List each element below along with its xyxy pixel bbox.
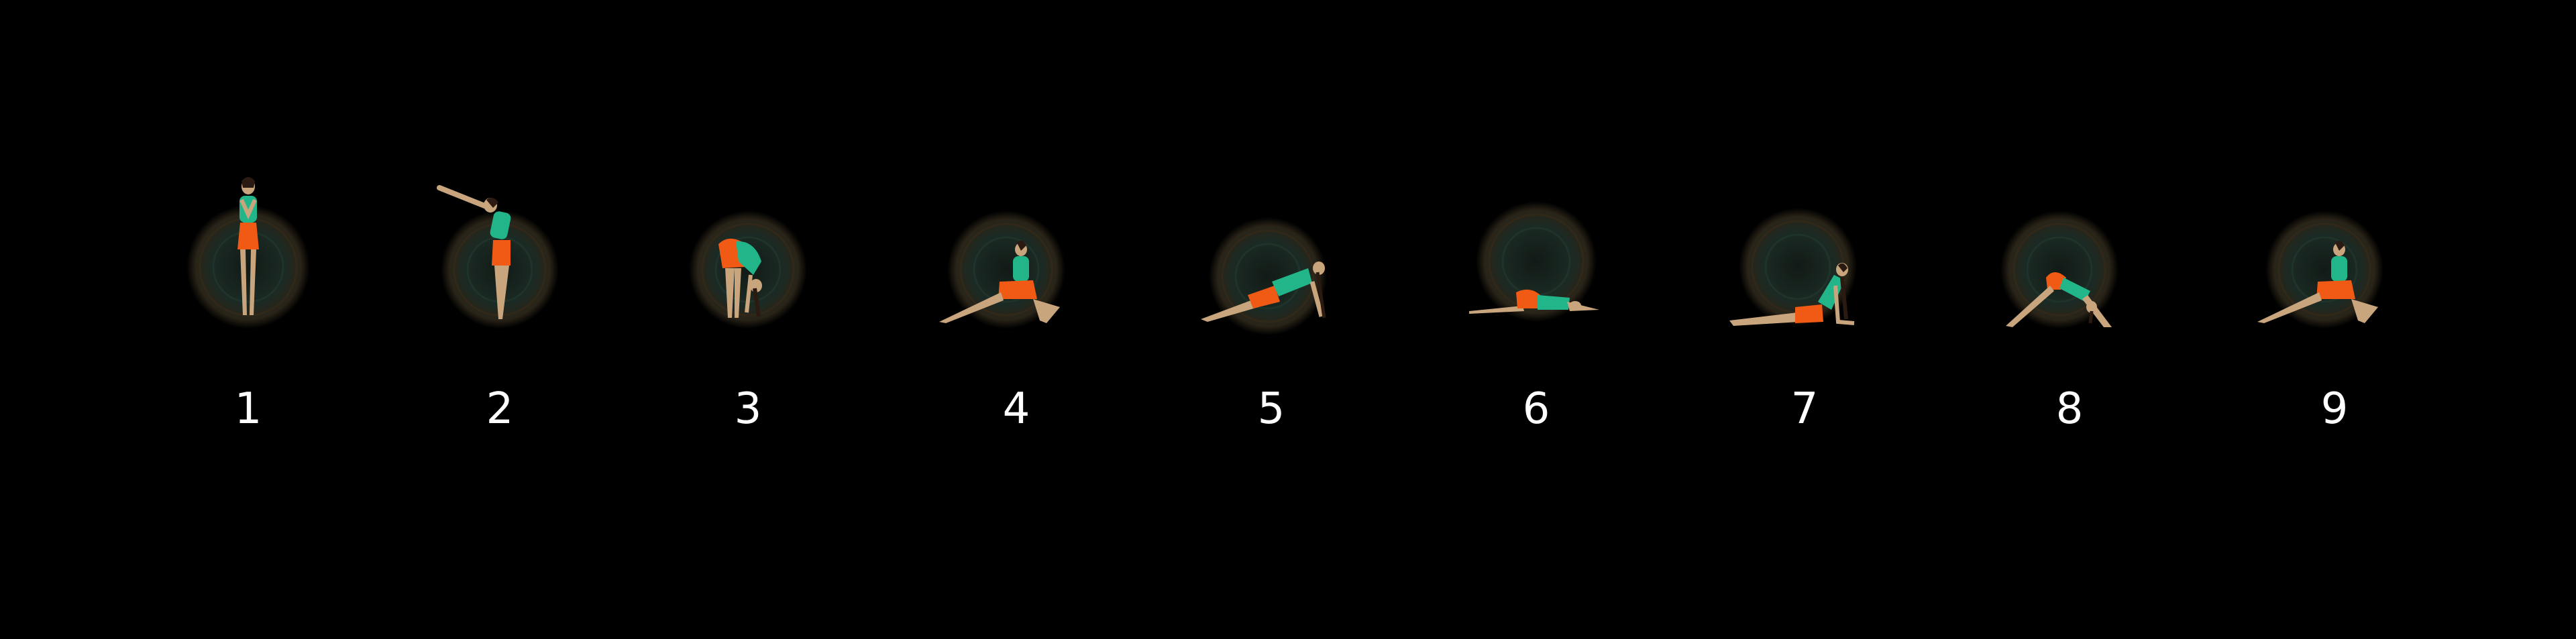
pose-figure-6 [1449,168,1623,349]
step-number-2: 2 [486,384,514,434]
pose-figure-9 [2237,168,2412,349]
step-number-4: 4 [1002,384,1030,434]
step-number-9: 9 [2320,384,2349,434]
pose-figure-3 [661,168,835,349]
step-number-1: 1 [234,384,262,434]
step-number-6: 6 [1522,384,1550,434]
step-number-3: 3 [734,384,762,434]
pose-figure-5 [1181,168,1355,349]
step-number-8: 8 [2055,384,2084,434]
pose-figure-8 [1972,168,2147,349]
pose-figure-1 [161,168,335,349]
pose-figure-2 [413,168,587,349]
pose-figure-4 [919,168,1093,349]
step-number-7: 7 [1790,384,1819,434]
step-number-5: 5 [1257,384,1285,434]
pose-figure-7 [1711,168,1885,349]
